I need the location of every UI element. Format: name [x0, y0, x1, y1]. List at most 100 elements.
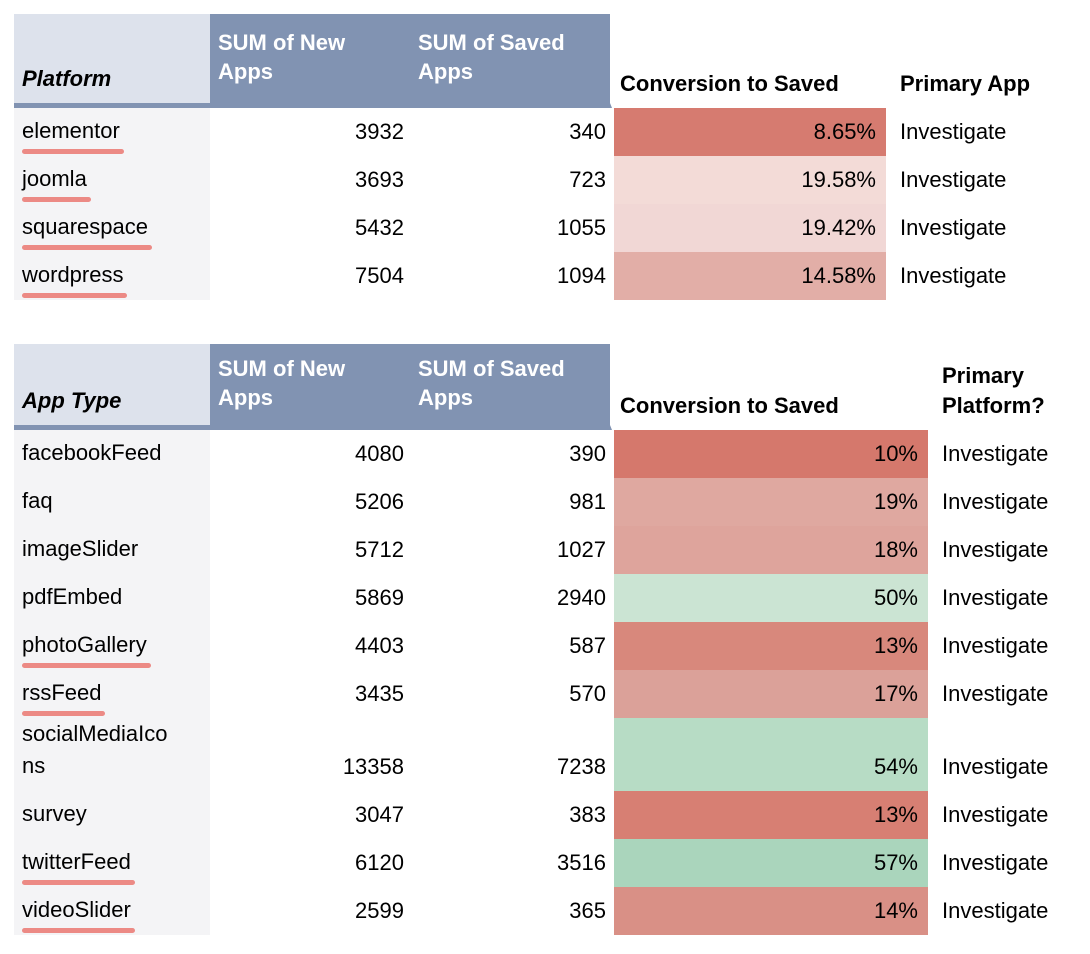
new-apps-cell[interactable]: 7504 — [355, 263, 404, 288]
row-name-cell[interactable]: faq — [14, 478, 210, 526]
row-name-cell[interactable]: twitterFeed — [14, 839, 210, 887]
new-apps-cell[interactable]: 5712 — [355, 537, 404, 562]
conversion-cell[interactable]: 14.58% — [612, 252, 886, 300]
row-name-cell[interactable]: wordpress — [14, 252, 210, 300]
saved-apps-cell[interactable]: 340 — [569, 119, 606, 144]
saved-apps-cell[interactable]: 587 — [569, 633, 606, 658]
investigate-cell[interactable]: Investigate — [942, 633, 1049, 658]
table-row: survey 3047 383 13% Investigate — [14, 791, 1090, 839]
row-name: facebookFeed — [22, 440, 162, 465]
row-name-cell[interactable]: socialMediaIcons — [14, 718, 210, 791]
primary-platform-header-cell[interactable]: Primary Platform? — [942, 363, 1045, 418]
row-name: squarespace — [22, 211, 152, 250]
row-name-cell[interactable]: squarespace — [14, 204, 210, 252]
row-name-cell[interactable]: photoGallery — [14, 622, 210, 670]
row-name-cell[interactable]: joomla — [14, 156, 210, 204]
saved-apps-cell[interactable]: 981 — [569, 489, 606, 514]
conversion-cell[interactable]: 19.58% — [612, 156, 886, 204]
platform-header-row: Platform SUM of New Apps SUM of Saved Ap… — [14, 14, 1090, 108]
new-apps-cell[interactable]: 3047 — [355, 802, 404, 827]
row-name: wordpress — [22, 259, 128, 298]
row-name: pdfEmbed — [22, 584, 123, 609]
saved-apps-cell[interactable]: 365 — [569, 898, 606, 923]
investigate-cell[interactable]: Investigate — [900, 167, 1007, 192]
conversion-cell[interactable]: 10% — [612, 430, 928, 478]
investigate-cell[interactable]: Investigate — [942, 802, 1049, 827]
saved-apps-cell[interactable]: 1027 — [557, 537, 606, 562]
row-name: faq — [22, 488, 53, 513]
conversion-cell[interactable]: 13% — [612, 622, 928, 670]
new-apps-cell[interactable]: 3435 — [355, 681, 404, 706]
saved-apps-cell[interactable]: 390 — [569, 441, 606, 466]
new-apps-cell[interactable]: 4403 — [355, 633, 404, 658]
table-row: squarespace 5432 1055 19.42% Investigate — [14, 204, 1090, 252]
row-name-cell[interactable]: facebookFeed — [14, 430, 210, 478]
conversion-cell[interactable]: 14% — [612, 887, 928, 935]
table-row: videoSlider 2599 365 14% Investigate — [14, 887, 1090, 935]
conversion-cell[interactable]: 8.65% — [612, 108, 886, 156]
conversion-cell[interactable]: 50% — [612, 574, 928, 622]
saved-apps-cell[interactable]: 3516 — [557, 850, 606, 875]
new-apps-cell[interactable]: 13358 — [342, 754, 404, 779]
investigate-cell[interactable]: Investigate — [900, 215, 1007, 240]
new-apps-cell[interactable]: 5206 — [355, 489, 404, 514]
conversion-cell[interactable]: 57% — [612, 839, 928, 887]
sum-saved-apps-header-cell[interactable]: SUM of Saved Apps — [410, 14, 612, 108]
saved-apps-cell[interactable]: 383 — [569, 802, 606, 827]
conversion-cell[interactable]: 13% — [612, 791, 928, 839]
row-name-cell[interactable]: videoSlider — [14, 887, 210, 935]
investigate-cell[interactable]: Investigate — [942, 441, 1049, 466]
saved-apps-cell[interactable]: 1055 — [557, 215, 606, 240]
table-row: elementor 3932 340 8.65% Investigate — [14, 108, 1090, 156]
new-apps-cell[interactable]: 4080 — [355, 441, 404, 466]
row-name-cell[interactable]: imageSlider — [14, 526, 210, 574]
saved-apps-cell[interactable]: 723 — [569, 167, 606, 192]
row-name: joomla — [22, 163, 91, 202]
saved-apps-cell[interactable]: 570 — [569, 681, 606, 706]
row-name: imageSlider — [22, 536, 139, 561]
platform-header-cell[interactable]: Platform — [14, 14, 210, 108]
row-name: elementor — [22, 115, 124, 154]
table-row: imageSlider 5712 1027 18% Investigate — [14, 526, 1090, 574]
saved-apps-cell[interactable]: 7238 — [557, 754, 606, 779]
investigate-cell[interactable]: Investigate — [942, 754, 1049, 779]
investigate-cell[interactable]: Investigate — [942, 489, 1049, 514]
sum-new-apps-header-cell[interactable]: SUM of New Apps — [210, 14, 410, 108]
new-apps-cell[interactable]: 3932 — [355, 119, 404, 144]
investigate-cell[interactable]: Investigate — [900, 263, 1007, 288]
conversion-cell[interactable]: 54% — [612, 718, 928, 791]
conversion-header-cell[interactable]: Conversion to Saved — [620, 71, 839, 96]
investigate-cell[interactable]: Investigate — [942, 681, 1049, 706]
conversion-cell[interactable]: 18% — [612, 526, 928, 574]
table-row: joomla 3693 723 19.58% Investigate — [14, 156, 1090, 204]
table-row: faq 5206 981 19% Investigate — [14, 478, 1090, 526]
investigate-cell[interactable]: Investigate — [942, 537, 1049, 562]
conversion-header-cell[interactable]: Conversion to Saved — [620, 393, 839, 418]
investigate-cell[interactable]: Investigate — [900, 119, 1007, 144]
conversion-cell[interactable]: 19% — [612, 478, 928, 526]
sum-saved-apps-header-cell[interactable]: SUM of Saved Apps — [410, 344, 612, 430]
table-row: wordpress 7504 1094 14.58% Investigate — [14, 252, 1090, 300]
new-apps-cell[interactable]: 2599 — [355, 898, 404, 923]
saved-apps-cell[interactable]: 1094 — [557, 263, 606, 288]
row-name-cell[interactable]: survey — [14, 791, 210, 839]
saved-apps-cell[interactable]: 2940 — [557, 585, 606, 610]
primary-app-header-cell[interactable]: Primary App — [900, 71, 1031, 96]
new-apps-cell[interactable]: 3693 — [355, 167, 404, 192]
conversion-cell[interactable]: 19.42% — [612, 204, 886, 252]
new-apps-cell[interactable]: 6120 — [355, 850, 404, 875]
table-row: socialMediaIcons 13358 7238 54% Investig… — [14, 718, 1090, 791]
investigate-cell[interactable]: Investigate — [942, 850, 1049, 875]
conversion-cell[interactable]: 17% — [612, 670, 928, 718]
investigate-cell[interactable]: Investigate — [942, 585, 1049, 610]
investigate-cell[interactable]: Investigate — [942, 898, 1049, 923]
sum-new-apps-header-cell[interactable]: SUM of New Apps — [210, 344, 410, 430]
platform-rows: elementor 3932 340 8.65% Investigate joo… — [14, 108, 1090, 300]
row-name: twitterFeed — [22, 846, 135, 885]
app-type-header-cell[interactable]: App Type — [14, 344, 210, 430]
new-apps-cell[interactable]: 5432 — [355, 215, 404, 240]
row-name-cell[interactable]: elementor — [14, 108, 210, 156]
new-apps-cell[interactable]: 5869 — [355, 585, 404, 610]
row-name-cell[interactable]: pdfEmbed — [14, 574, 210, 622]
row-name-cell[interactable]: rssFeed — [14, 670, 210, 718]
